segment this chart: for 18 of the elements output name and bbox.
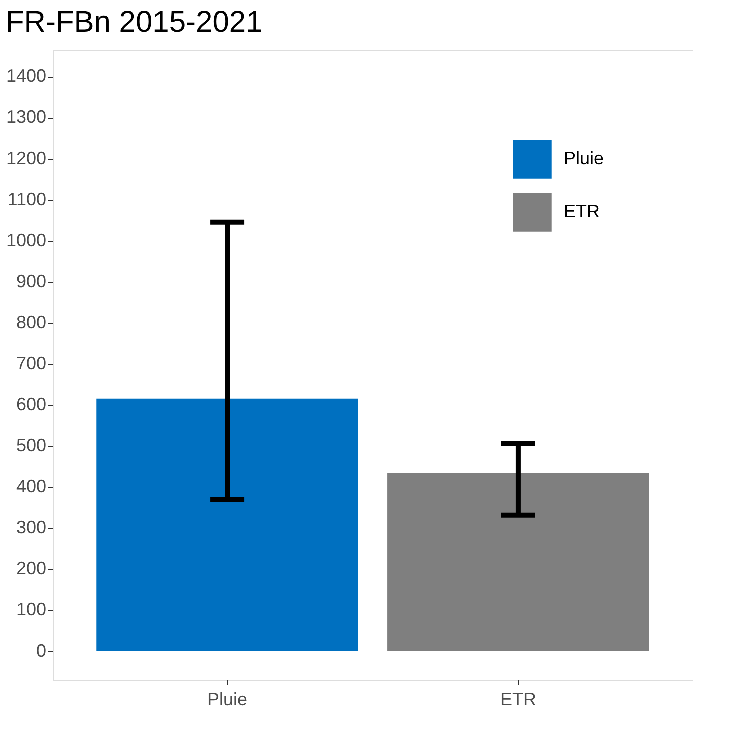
y-tick-label: 100 <box>16 600 46 620</box>
y-tick-label: 500 <box>16 436 46 456</box>
y-tick-label: 600 <box>16 394 46 415</box>
y-tick-label: 700 <box>16 353 46 374</box>
y-tick-label: 1400 <box>6 66 46 86</box>
y-tick-label: 1000 <box>6 230 46 250</box>
y-tick-label: 800 <box>16 312 46 332</box>
y-tick-label: 1100 <box>8 189 46 210</box>
y-tick-label: 1300 <box>6 107 46 128</box>
y-tick-label: 1200 <box>6 148 46 168</box>
y-tick-label: 400 <box>16 476 46 497</box>
legend-label: ETR <box>564 202 600 222</box>
legend-label: Pluie <box>564 148 604 168</box>
y-tick-label: 300 <box>16 518 46 538</box>
y-tick-label: 0 <box>36 640 46 661</box>
chart-title: FR-FBn 2015-2021 <box>6 6 263 39</box>
y-tick-label: 900 <box>16 271 46 292</box>
y-tick-label: 200 <box>16 558 46 579</box>
